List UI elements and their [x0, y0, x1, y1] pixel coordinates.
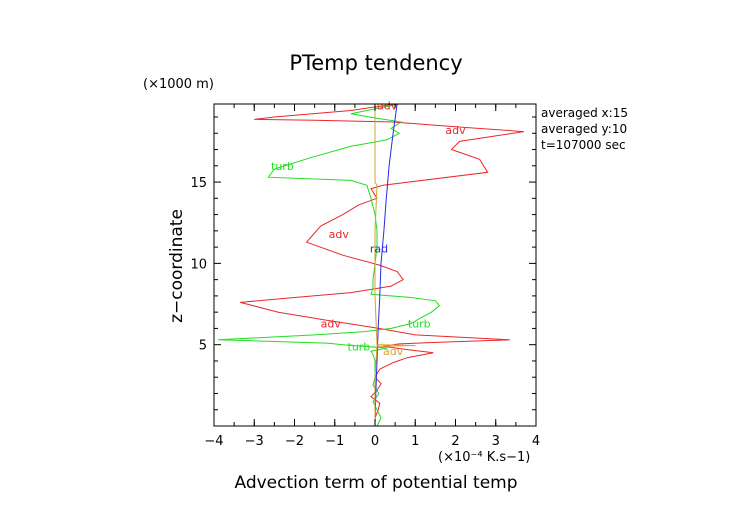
series-line-unnamed-3 — [374, 103, 416, 426]
y-tick-label: 5 — [199, 339, 207, 354]
y-tick-label: 10 — [190, 257, 207, 272]
x-tick-label: −2 — [285, 434, 304, 449]
x-tick-label: −1 — [325, 434, 344, 449]
info-line: averaged x:15 — [541, 106, 628, 120]
info-line: t=107000 sec — [541, 138, 626, 152]
curve-label-adv: adv — [445, 124, 466, 137]
axis-ticks: −4 −3 −2 −1 0 1 2 3 4 5 10 15 — [190, 104, 540, 449]
info-box: averaged x:15 averaged y:10 t=107000 sec — [541, 106, 628, 152]
curve-label-adv: adv — [377, 100, 398, 113]
info-line: averaged y:10 — [541, 122, 627, 136]
series-line-adv — [240, 103, 524, 426]
y-unit-label: (×1000 m) — [143, 77, 214, 92]
x-axis-label: Advection term of potential temp — [234, 473, 517, 493]
x-tick-label: −3 — [245, 434, 264, 449]
curve-label-adv: adv — [321, 318, 342, 331]
curve-label-turb: turb — [348, 340, 371, 353]
chart-title: PTemp tendency — [289, 51, 462, 75]
curve-label-turb: turb — [271, 160, 294, 173]
x-tick-label: −4 — [204, 434, 223, 449]
x-tick-label: 3 — [492, 434, 500, 449]
x-unit-label: (×10⁻⁴ K.s−1) — [438, 450, 530, 465]
x-tick-label: 1 — [411, 434, 419, 449]
y-axis-label: z−coordinate — [167, 209, 187, 323]
x-tick-label: 4 — [532, 434, 540, 449]
x-tick-label: 2 — [451, 434, 459, 449]
curve-label-adv: adv — [383, 345, 404, 358]
series-line-turb — [217, 103, 441, 427]
y-tick-label: 15 — [190, 176, 207, 191]
curve-label-adv: adv — [329, 228, 350, 241]
curve-label-rad: rad — [370, 243, 388, 256]
curve-label-turb: turb — [408, 318, 431, 331]
series-layer — [217, 103, 524, 427]
x-tick-label: 0 — [371, 434, 379, 449]
series-line-rad — [374, 103, 398, 427]
